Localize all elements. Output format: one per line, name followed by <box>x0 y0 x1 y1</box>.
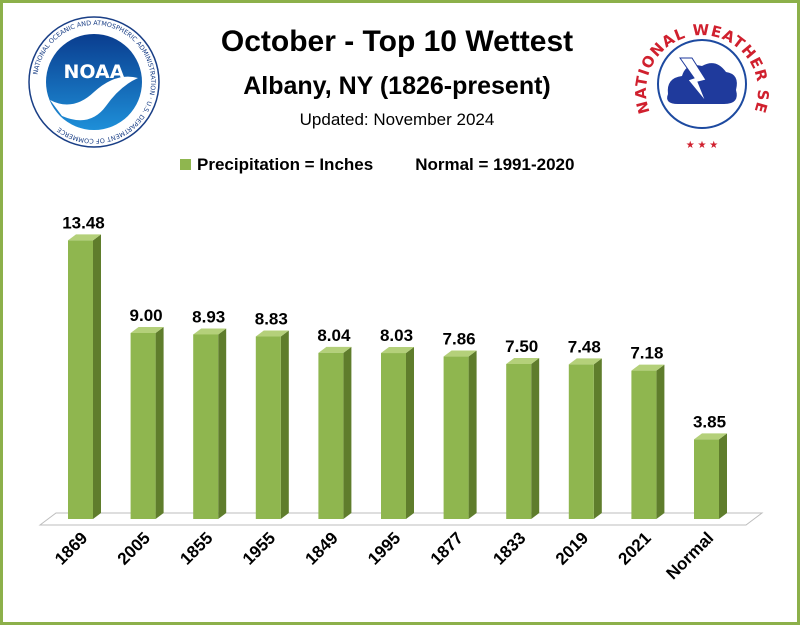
x-tick-label: 1849 <box>302 528 342 568</box>
x-tick-label: 1855 <box>176 528 216 568</box>
nws-logo: NATIONAL WEATHER SERVICE ★ ★ ★ <box>632 12 771 151</box>
bar-side <box>468 350 477 519</box>
data-label: 3.85 <box>693 412 726 431</box>
bar <box>443 356 469 519</box>
x-tick-label: Normal <box>662 528 717 583</box>
bar-side <box>719 433 727 519</box>
bar <box>568 364 594 519</box>
chart-title: October - Top 10 Wettest <box>220 25 574 58</box>
data-label: 7.50 <box>505 337 538 356</box>
bar-side <box>155 327 164 519</box>
bar <box>318 352 344 519</box>
x-tick-label: 2021 <box>615 528 655 568</box>
data-label: 8.93 <box>192 307 225 326</box>
bar-top <box>193 328 227 335</box>
legend-swatch <box>180 159 191 170</box>
x-tick-label: 1955 <box>239 528 279 568</box>
data-label: 8.04 <box>317 326 351 345</box>
data-label: 13.48 <box>62 213 105 232</box>
bar-side <box>93 234 101 519</box>
bar <box>193 334 219 519</box>
bar <box>130 333 156 519</box>
bar-top <box>694 433 727 440</box>
bar-side <box>593 358 602 519</box>
x-tick-label: 1995 <box>364 528 404 568</box>
bar-side <box>656 364 665 519</box>
updated-text: Updated: November 2024 <box>299 110 495 129</box>
legend: Precipitation = Inches Normal = 1991-2020 <box>180 155 574 175</box>
data-label: 7.18 <box>630 344 663 363</box>
bar-top <box>68 234 101 241</box>
bar <box>694 439 719 519</box>
x-tick-label: 1833 <box>489 528 529 568</box>
data-label: 7.48 <box>568 337 601 356</box>
bar-side <box>343 346 352 519</box>
bar-side <box>218 328 227 519</box>
bar <box>381 353 406 519</box>
chart-subtitle: Albany, NY (1826-present) <box>243 72 551 100</box>
legend-normal-note: Normal = 1991-2020 <box>415 155 575 174</box>
bar-side <box>406 347 414 519</box>
bar-top <box>568 358 602 365</box>
x-tick-label: 1877 <box>427 528 467 568</box>
x-tick-label: 2005 <box>114 528 154 568</box>
bar-top <box>318 346 352 353</box>
bar <box>255 336 281 519</box>
x-tick-label: 1869 <box>51 528 91 568</box>
x-tick-label: 2019 <box>552 528 592 568</box>
bar-side <box>280 330 289 519</box>
bar <box>506 364 532 519</box>
bar-side <box>531 358 540 519</box>
bar-top <box>443 350 477 357</box>
bar-top <box>130 327 164 333</box>
bar-top <box>381 347 414 354</box>
noaa-logo: NATIONAL OCEANIC AND ATMOSPHERIC ADMINIS… <box>28 16 160 148</box>
legend-series-label: Precipitation = Inches <box>197 155 374 174</box>
noaa-wordmark: NOAA <box>64 61 125 83</box>
bar-top <box>255 330 289 337</box>
nws-stars: ★ ★ ★ <box>686 140 718 151</box>
data-label: 9.00 <box>130 306 163 325</box>
bar-top <box>631 364 665 371</box>
data-label: 7.86 <box>443 330 476 349</box>
bar <box>68 240 93 519</box>
bar <box>631 370 657 519</box>
data-label: 8.83 <box>255 310 288 329</box>
data-label: 8.03 <box>380 326 413 345</box>
bar-top <box>506 358 540 364</box>
